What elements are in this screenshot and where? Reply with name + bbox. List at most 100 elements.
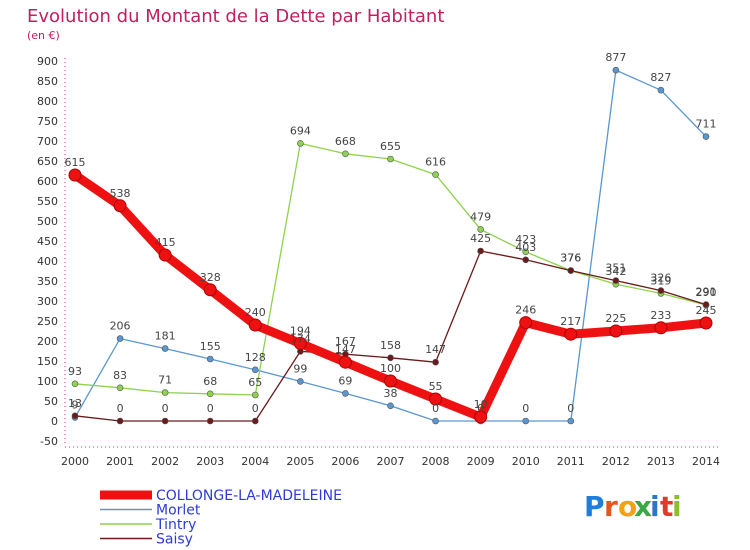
- data-point: [522, 417, 530, 425]
- data-label: 0: [207, 402, 214, 415]
- data-label: 174: [290, 332, 311, 345]
- data-label: 376: [560, 252, 581, 265]
- data-point: [116, 384, 124, 392]
- data-point: [702, 133, 710, 140]
- y-tick-label: 600: [37, 175, 58, 188]
- data-point: [113, 199, 127, 213]
- y-tick-label: 850: [37, 75, 58, 88]
- data-label: 69: [338, 374, 352, 387]
- data-label: 147: [335, 343, 356, 356]
- y-tick-label: 800: [37, 95, 58, 108]
- data-label: 376: [560, 252, 581, 265]
- data-label: 147: [425, 343, 446, 356]
- y-tick-label: 300: [37, 295, 58, 308]
- data-point: [206, 355, 214, 363]
- data-point: [699, 316, 713, 330]
- logo-letter: o: [618, 490, 637, 523]
- data-labels: 615 538 415 328 240 194 147 100 55 10 246 217 225 233…: [65, 51, 717, 415]
- data-point: [251, 391, 259, 399]
- data-point: [567, 417, 575, 425]
- data-label: 479: [470, 210, 491, 223]
- data-label: 83: [113, 369, 127, 382]
- x-tick-label: 2004: [241, 455, 269, 468]
- y-tick-label: 350: [37, 275, 58, 288]
- data-label: 423: [515, 233, 536, 246]
- x-tick-label: 2013: [647, 455, 675, 468]
- data-label: 38: [384, 387, 398, 400]
- data-point: [116, 335, 124, 342]
- data-label: 128: [245, 351, 266, 364]
- x-tick-label: 2005: [286, 455, 314, 468]
- data-label: 158: [380, 339, 401, 352]
- data-label: 615: [65, 156, 86, 169]
- x-tick-label: 2012: [602, 455, 630, 468]
- data-label: 206: [110, 320, 131, 333]
- logo-letter: P: [584, 490, 605, 523]
- y-tick-label: 250: [37, 315, 58, 328]
- logo-letter: i: [672, 490, 682, 523]
- legend-label: Saisy: [156, 532, 193, 548]
- x-tick-label: 2003: [196, 455, 224, 468]
- chart-subtitle: (en €): [27, 29, 60, 42]
- logo-letter: r: [604, 490, 618, 523]
- data-point: [522, 248, 530, 256]
- data-point: [657, 287, 665, 294]
- data-point: [657, 86, 665, 94]
- data-label: 181: [155, 330, 176, 343]
- data-point: [702, 301, 710, 308]
- data-point: [429, 392, 443, 406]
- data-label: 225: [605, 312, 626, 325]
- y-tick-label: 0: [51, 415, 58, 428]
- data-label: 351: [605, 262, 626, 275]
- data-point: [387, 354, 394, 362]
- data-label: 538: [110, 187, 131, 200]
- data-label: 0: [117, 402, 124, 415]
- data-point: [206, 417, 214, 425]
- data-label: 155: [200, 340, 221, 353]
- data-label: 0: [162, 402, 169, 415]
- data-point: [654, 321, 668, 335]
- data-point: [519, 316, 533, 330]
- data-label: 342: [605, 265, 626, 278]
- data-label: 10: [474, 398, 488, 411]
- data-label: 877: [605, 51, 626, 64]
- data-point: [387, 402, 394, 410]
- series-layer: [68, 66, 713, 425]
- y-tick-label: 150: [37, 355, 58, 368]
- data-label: 616: [425, 156, 446, 169]
- axes: -500501001502002503003504004505005506006…: [37, 55, 720, 468]
- data-label: 425: [470, 232, 491, 245]
- data-label: 290: [696, 286, 717, 299]
- x-tick-label: 2006: [331, 455, 359, 468]
- data-point: [297, 140, 304, 147]
- data-label: 0: [252, 402, 259, 415]
- data-point: [68, 168, 82, 182]
- x-tick-label: 2011: [557, 455, 585, 468]
- y-tick-label: -50: [40, 435, 58, 448]
- data-label: 194: [290, 324, 311, 337]
- data-label: 655: [380, 140, 401, 153]
- logo-letter: x: [634, 490, 652, 523]
- y-tick-label: 750: [37, 115, 58, 128]
- data-point: [432, 358, 439, 366]
- data-label: 291: [696, 286, 717, 299]
- data-label: 9: [72, 398, 79, 411]
- x-tick-label: 2008: [422, 455, 450, 468]
- x-tick-label: 2010: [512, 455, 540, 468]
- data-point: [612, 66, 620, 74]
- y-tick-label: 650: [37, 155, 58, 168]
- data-point: [161, 389, 169, 396]
- x-tick-label: 2000: [61, 455, 89, 468]
- data-point: [432, 171, 439, 178]
- data-label: 55: [429, 380, 443, 393]
- data-label: 668: [335, 135, 356, 148]
- y-tick-label: 900: [37, 55, 58, 68]
- data-label: 0: [432, 402, 439, 415]
- y-tick-label: 100: [37, 375, 58, 388]
- x-tick-label: 2014: [692, 455, 720, 468]
- data-label: 0: [522, 402, 529, 415]
- data-label: 827: [650, 71, 671, 84]
- legend-label: Morlet: [156, 503, 201, 519]
